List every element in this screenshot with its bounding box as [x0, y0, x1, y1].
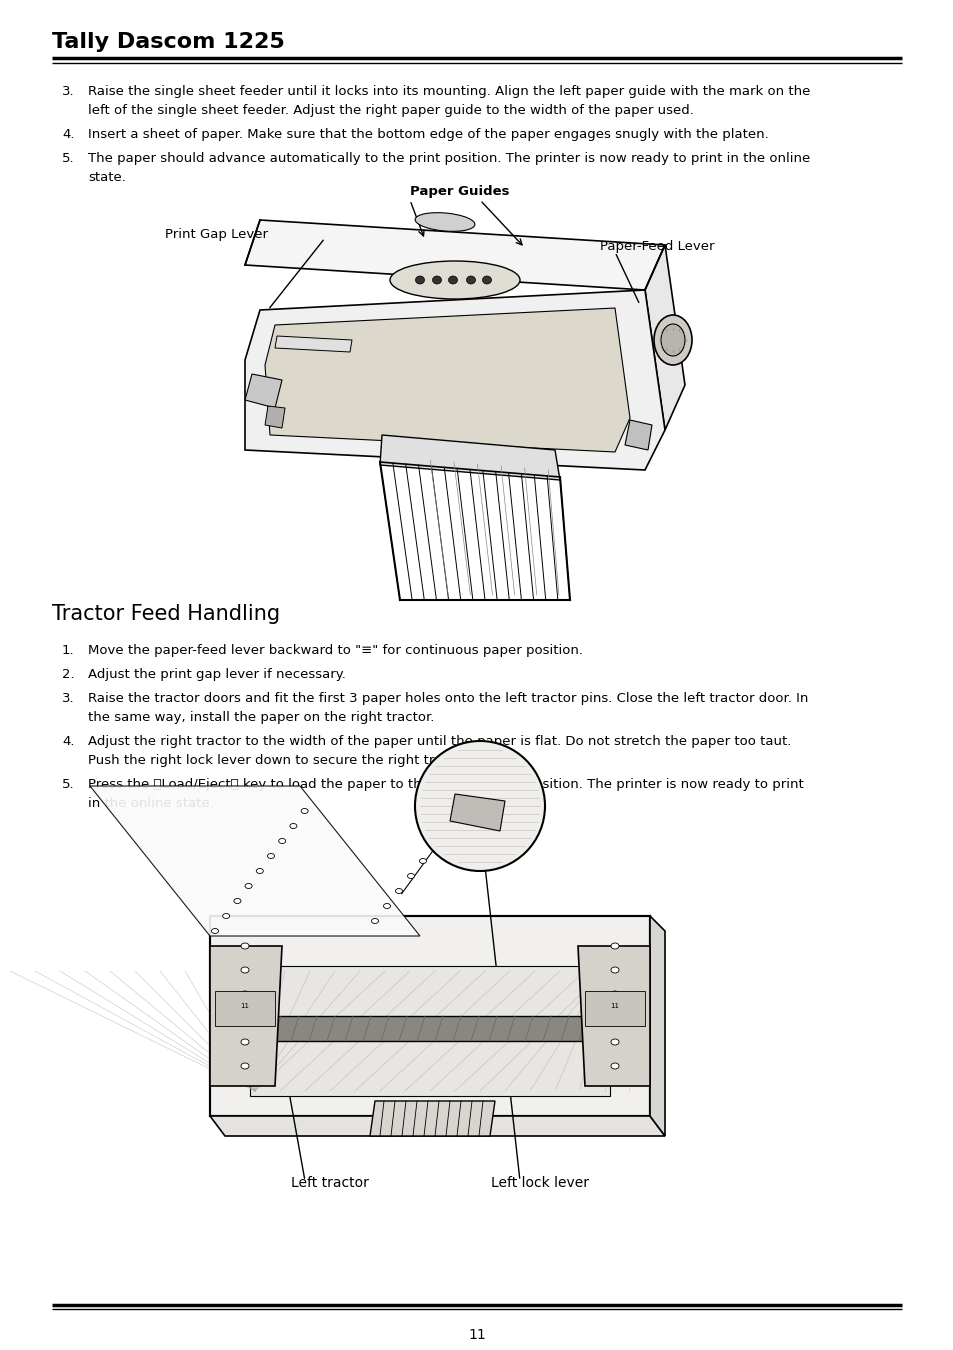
Text: Paper Guides: Paper Guides: [410, 185, 509, 198]
Text: state.: state.: [88, 171, 126, 184]
Ellipse shape: [290, 824, 296, 829]
Polygon shape: [644, 244, 684, 431]
Text: 11: 11: [240, 1003, 250, 1008]
Ellipse shape: [610, 991, 618, 998]
Ellipse shape: [233, 899, 241, 903]
Text: Raise the tractor doors and fit the first 3 paper holes onto the left tractor pi: Raise the tractor doors and fit the firs…: [88, 693, 807, 705]
Ellipse shape: [256, 868, 263, 873]
Ellipse shape: [301, 809, 308, 814]
Ellipse shape: [245, 883, 252, 888]
Polygon shape: [450, 794, 504, 832]
Ellipse shape: [407, 873, 414, 879]
Ellipse shape: [432, 275, 441, 284]
Ellipse shape: [610, 1040, 618, 1045]
Polygon shape: [214, 991, 274, 1026]
Polygon shape: [649, 917, 664, 1135]
Text: Tally Dascom 1225: Tally Dascom 1225: [52, 32, 284, 53]
Ellipse shape: [383, 903, 390, 909]
Ellipse shape: [241, 1040, 249, 1045]
Polygon shape: [210, 946, 282, 1085]
Text: Move the paper-feed lever backward to "≡" for continuous paper position.: Move the paper-feed lever backward to "≡…: [88, 644, 582, 657]
Ellipse shape: [431, 844, 438, 849]
Ellipse shape: [466, 275, 475, 284]
Polygon shape: [379, 435, 559, 481]
Ellipse shape: [222, 914, 230, 918]
Polygon shape: [265, 406, 285, 428]
Ellipse shape: [654, 315, 691, 364]
Ellipse shape: [482, 275, 491, 284]
Ellipse shape: [455, 814, 462, 818]
Ellipse shape: [419, 859, 426, 864]
Polygon shape: [584, 991, 644, 1026]
Ellipse shape: [241, 967, 249, 973]
Ellipse shape: [212, 929, 218, 933]
Polygon shape: [250, 967, 609, 1096]
Polygon shape: [90, 786, 419, 936]
Ellipse shape: [241, 1062, 249, 1069]
Polygon shape: [210, 917, 649, 1116]
Ellipse shape: [241, 991, 249, 998]
Text: Push the right lock lever down to secure the right tractor in place.: Push the right lock lever down to secure…: [88, 755, 529, 767]
Polygon shape: [370, 1102, 495, 1135]
Ellipse shape: [610, 967, 618, 973]
Text: 2.: 2.: [62, 668, 74, 680]
Polygon shape: [578, 946, 649, 1085]
Ellipse shape: [610, 1062, 618, 1069]
Text: 3.: 3.: [62, 693, 74, 705]
Polygon shape: [245, 290, 664, 470]
Text: the same way, install the paper on the right tractor.: the same way, install the paper on the r…: [88, 711, 434, 724]
Text: Raise the single sheet feeder until it locks into its mounting. Align the left p: Raise the single sheet feeder until it l…: [88, 85, 809, 99]
Text: Adjust the print gap lever if necessary.: Adjust the print gap lever if necessary.: [88, 668, 346, 680]
Ellipse shape: [415, 741, 544, 871]
Text: 4.: 4.: [62, 128, 74, 140]
Ellipse shape: [390, 261, 519, 298]
Polygon shape: [245, 374, 282, 408]
Text: 5.: 5.: [62, 153, 74, 165]
Text: Press the 【Load/Eject】 key to load the paper to the starting print position. The: Press the 【Load/Eject】 key to load the p…: [88, 778, 803, 791]
Text: The paper should advance automatically to the print position. The printer is now: The paper should advance automatically t…: [88, 153, 809, 165]
Ellipse shape: [241, 1015, 249, 1021]
Polygon shape: [210, 1116, 664, 1135]
Text: Left lock lever: Left lock lever: [491, 1176, 588, 1189]
Text: 4.: 4.: [62, 734, 74, 748]
Text: Tractor Feed Handling: Tractor Feed Handling: [52, 603, 280, 624]
Ellipse shape: [448, 275, 457, 284]
Text: 11: 11: [610, 1003, 618, 1008]
Ellipse shape: [415, 213, 475, 231]
Text: in the online state.: in the online state.: [88, 796, 213, 810]
Text: 5.: 5.: [62, 778, 74, 791]
Text: Adjust the right tractor to the width of the paper until the paper is flat. Do n: Adjust the right tractor to the width of…: [88, 734, 791, 748]
Text: 1.: 1.: [62, 644, 74, 657]
Ellipse shape: [443, 829, 450, 833]
Ellipse shape: [610, 1015, 618, 1021]
Polygon shape: [624, 420, 651, 450]
Text: Print Gap Lever: Print Gap Lever: [165, 228, 268, 242]
Ellipse shape: [610, 944, 618, 949]
Ellipse shape: [267, 853, 274, 859]
Polygon shape: [274, 336, 352, 352]
Text: 11: 11: [468, 1328, 485, 1342]
Polygon shape: [245, 220, 664, 290]
Ellipse shape: [278, 838, 285, 844]
Ellipse shape: [241, 944, 249, 949]
Polygon shape: [265, 308, 629, 452]
Text: Left tractor: Left tractor: [291, 1176, 369, 1189]
Ellipse shape: [416, 275, 424, 284]
Text: left of the single sheet feeder. Adjust the right paper guide to the width of th: left of the single sheet feeder. Adjust …: [88, 104, 693, 117]
Ellipse shape: [660, 324, 684, 356]
Text: Paper-Feed Lever: Paper-Feed Lever: [599, 240, 714, 252]
Text: Insert a sheet of paper. Make sure that the bottom edge of the paper engages snu: Insert a sheet of paper. Make sure that …: [88, 128, 768, 140]
Text: 3.: 3.: [62, 85, 74, 99]
Ellipse shape: [371, 918, 378, 923]
Polygon shape: [250, 1017, 609, 1041]
Ellipse shape: [395, 888, 402, 894]
